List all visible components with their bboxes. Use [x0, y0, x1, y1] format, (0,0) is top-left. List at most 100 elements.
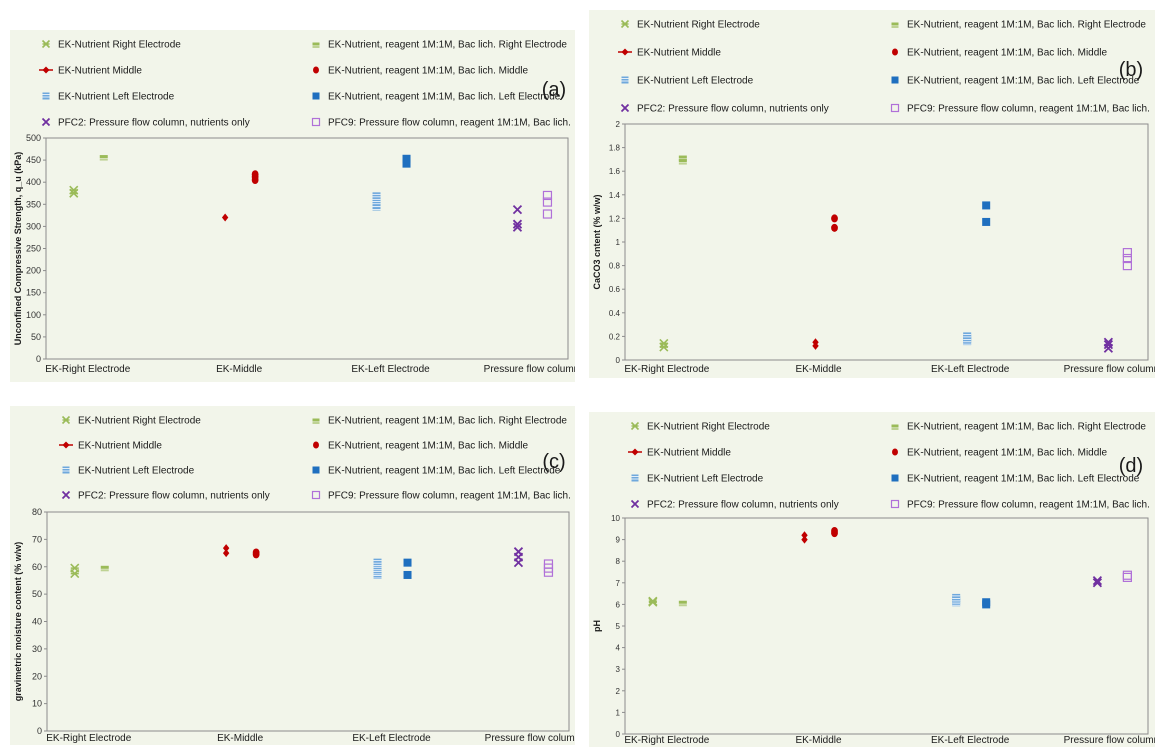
data-point: [1122, 570, 1132, 580]
y-tick-label: 1: [616, 238, 621, 247]
y-tick-label: 0.4: [609, 309, 621, 318]
data-point: [222, 544, 230, 553]
legend-marker-2: [891, 22, 899, 28]
data-point: [678, 155, 687, 162]
y-axis-label: gravimetric moisture content (% w/w): [13, 542, 23, 702]
x-category-label: Pressure flow column: [485, 733, 575, 744]
panel-label: (a): [542, 79, 566, 101]
data-point: [678, 600, 687, 607]
y-tick-label: 400: [26, 177, 41, 187]
data-point: [70, 563, 80, 573]
legend-item-label: PFC9: Pressure flow column, reagent 1M:1…: [907, 104, 1150, 115]
data-point: [831, 526, 838, 535]
y-tick-label: 3: [616, 665, 621, 674]
chart-panel-a: EK-Nutrient Right Electrode EK-Nutrient, …: [10, 30, 579, 382]
data-point: [982, 217, 991, 226]
y-axis-label: pH: [592, 620, 602, 632]
legend-marker-7: [620, 103, 630, 113]
data-point: [1103, 340, 1114, 350]
y-tick-label: 1.4: [609, 191, 621, 200]
x-category-label: EK-Middle: [216, 364, 263, 375]
data-point: [982, 598, 991, 607]
x-category-label: EK-Middle: [795, 364, 842, 375]
legend: EK-Nutrient Right Electrode EK-Nutrient, …: [618, 20, 1150, 115]
data-point: [252, 548, 260, 557]
x-category-label: Pressure flow column: [484, 364, 575, 375]
x-category-label: EK-Left Electrode: [352, 733, 431, 744]
y-tick-label: 300: [26, 221, 41, 231]
data-point: [221, 213, 229, 222]
y-tick-label: 0: [616, 730, 621, 739]
y-tick-label: 150: [26, 288, 41, 298]
y-tick-label: 5: [616, 622, 621, 631]
legend-marker-1: [620, 19, 630, 29]
legend-marker-8: [311, 490, 321, 500]
legend-item-label: EK-Nutrient Left Electrode: [78, 466, 195, 477]
legend-marker-5: [42, 92, 50, 100]
data-point: [1122, 253, 1132, 264]
y-tick-label: 0.6: [609, 285, 621, 294]
y-tick-label: 30: [32, 644, 42, 654]
data-point: [812, 338, 819, 347]
y-tick-label: 0.2: [609, 332, 621, 341]
y-tick-label: 250: [26, 244, 41, 254]
data-point: [1103, 337, 1114, 347]
legend-marker-6: [891, 76, 899, 84]
plot-area: [46, 511, 570, 732]
y-tick-label: 0: [37, 726, 42, 736]
y-tick-label: 1.8: [609, 144, 621, 153]
y-tick-label: 10: [611, 514, 620, 523]
y-tick-label: 200: [26, 266, 41, 276]
legend-marker-4: [313, 66, 319, 74]
x-category-label: EK-Middle: [217, 733, 264, 744]
legend-marker-1: [630, 421, 640, 431]
y-tick-label: 7: [616, 579, 621, 588]
y-tick-label: 450: [26, 155, 41, 165]
data-point: [801, 531, 808, 540]
chart-c-svg: EK-Nutrient Right Electrode EK-Nutrient, …: [13, 416, 580, 745]
y-tick-label: 2: [616, 687, 621, 696]
y-tick-label: 10: [32, 699, 42, 709]
legend-item-label: PFC9: Pressure flow column, reagent 1M:1…: [328, 491, 571, 502]
legend-marker-2: [312, 418, 320, 424]
legend-marker-6: [312, 466, 320, 474]
data-point: [1122, 261, 1132, 271]
legend-item-label: EK-Nutrient Middle: [647, 448, 731, 459]
legend-item-label: EK-Nutrient Middle: [78, 441, 162, 452]
data-point: [648, 596, 658, 606]
legend-marker-3: [39, 66, 53, 74]
legend: EK-Nutrient Right Electrode EK-Nutrient, …: [39, 40, 571, 129]
legend-marker-2: [312, 42, 320, 48]
data-point: [543, 559, 554, 569]
y-tick-label: 40: [32, 617, 42, 627]
data-point: [801, 535, 808, 544]
chart-panel-b: EK-Nutrient Right Electrode EK-Nutrient, …: [589, 10, 1157, 378]
legend-item-label: EK-Nutrient, reagent 1M:1M, Bac lich. Ri…: [907, 20, 1146, 31]
y-tick-label: 9: [616, 536, 621, 545]
data-point: [1092, 578, 1103, 588]
legend-item-label: PFC9: Pressure flow column, reagent 1M:1…: [907, 500, 1150, 511]
legend-marker-7: [41, 117, 51, 127]
legend-marker-3: [628, 448, 642, 456]
x-category-label: EK-Right Electrode: [624, 364, 709, 375]
legend-item-label: EK-Nutrient, reagent 1M:1M, Bac lich. Ri…: [328, 416, 567, 427]
data-point: [963, 332, 972, 341]
y-tick-label: 0: [616, 356, 621, 365]
legend-item-label: EK-Nutrient Left Electrode: [58, 92, 175, 103]
legend-marker-5: [621, 76, 629, 84]
panel-label: (b): [1119, 59, 1143, 81]
y-tick-label: 80: [32, 507, 42, 517]
data-point: [99, 155, 108, 161]
y-tick-label: 2: [616, 120, 621, 129]
legend-marker-7: [61, 490, 71, 500]
x-category-label: Pressure flow column: [1064, 364, 1155, 375]
y-tick-label: 0: [36, 354, 41, 364]
data-point: [251, 170, 259, 179]
chart-b-svg: EK-Nutrient Right Electrode EK-Nutrient, …: [592, 20, 1157, 376]
legend-item-label: EK-Nutrient Right Electrode: [78, 416, 201, 427]
legend-item-label: PFC9: Pressure flow column, reagent 1M:1…: [328, 118, 571, 129]
x-category-label: EK-Right Electrode: [46, 733, 131, 744]
y-tick-label: 100: [26, 310, 41, 320]
legend-item-label: EK-Nutrient Left Electrode: [637, 76, 754, 87]
legend-item-label: EK-Nutrient Left Electrode: [647, 474, 764, 485]
